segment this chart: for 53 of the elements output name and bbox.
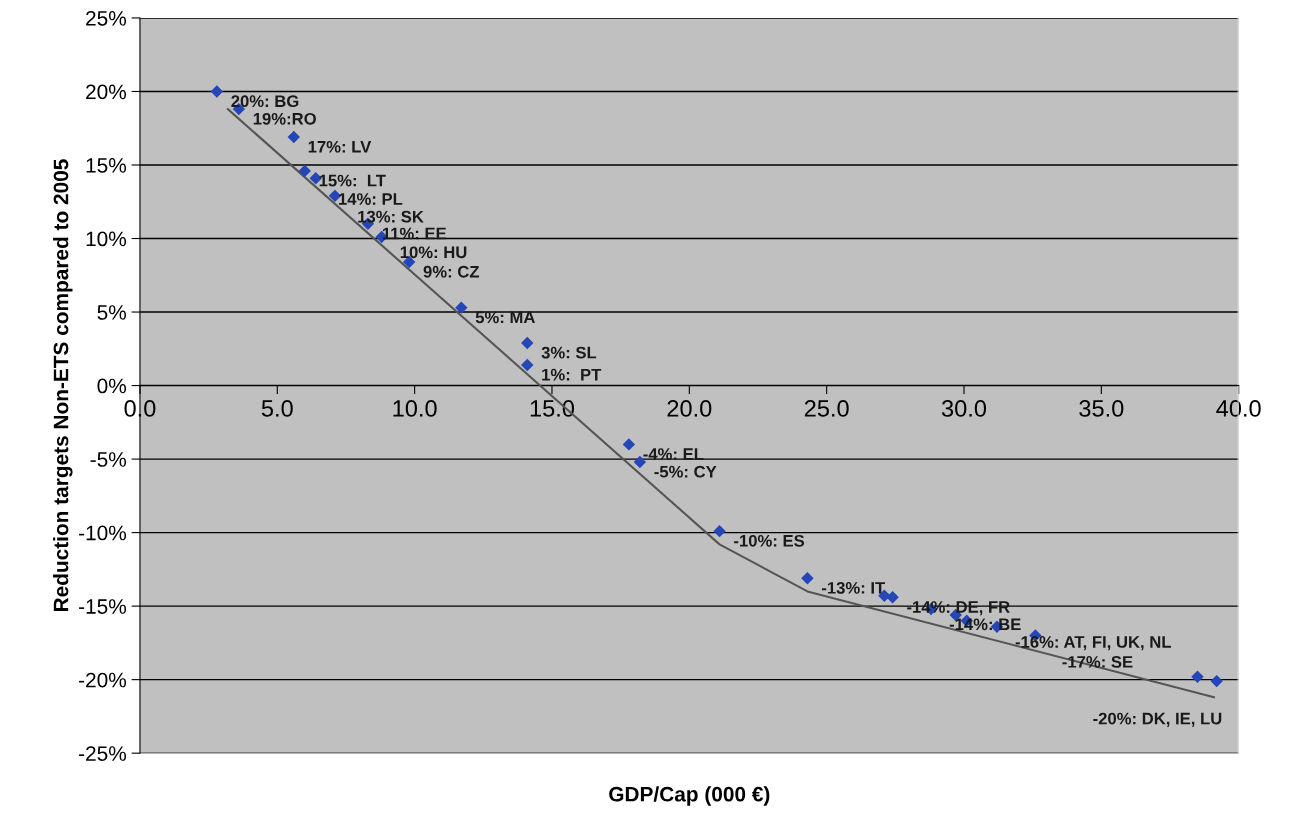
annotation: 11%: EE [382, 227, 447, 240]
y-tick-label: -25% [79, 746, 127, 761]
annotation: 19%:RO [253, 112, 316, 125]
point [886, 591, 899, 604]
annotation: 3%: SL [541, 346, 597, 359]
x-tick-label: 20.0 [667, 400, 712, 417]
point [287, 130, 300, 144]
y-tick-label: -5% [90, 452, 127, 467]
annotation: -10%: ES [734, 534, 805, 547]
annotation: 13%: SK [358, 210, 424, 223]
y-tick-label: 5% [97, 305, 127, 320]
annotation: -5%: CY [654, 465, 717, 478]
point [1191, 670, 1204, 683]
point [455, 301, 468, 314]
x-tick-label: 0.0 [124, 400, 156, 417]
y-tick-label: 15% [86, 158, 127, 173]
x-tick-label: 5.0 [261, 400, 293, 417]
y-tick-label: 10% [86, 231, 127, 247]
annotation: 20%: BG [231, 95, 299, 108]
point [521, 358, 534, 372]
annotation: 9%: CZ [423, 265, 480, 278]
annotation: 14%: PL [339, 193, 403, 205]
x-tick-label: 35.0 [1079, 400, 1124, 417]
y-tick-label: -15% [79, 599, 127, 614]
y-tick-label: -20% [79, 672, 127, 688]
annotation: -4%: EL [643, 448, 704, 460]
point [298, 164, 311, 178]
x-tick-label: 25.0 [804, 400, 849, 417]
line-series [226, 108, 1215, 699]
y-axis-title: Reduction targets Non-ETS compared to 2005 [53, 159, 73, 612]
annotation: -16%: AT, FI, UK, NL [1015, 636, 1171, 651]
annotation: 1%: PT [542, 368, 602, 381]
x-tick-label: 30.0 [941, 400, 987, 417]
y-tick-label: 25% [86, 10, 127, 26]
y-tick-label: 20% [86, 84, 127, 100]
annotation: 15%: LT [319, 174, 386, 187]
point [713, 524, 726, 538]
x-tick-label: 10.0 [393, 400, 437, 417]
x-tick-label: 40.0 [1216, 400, 1261, 417]
annotation: 17%: LV [308, 140, 372, 153]
annotation: -14%: BE [949, 618, 1021, 631]
point [521, 336, 534, 350]
y-tick-label: -10% [79, 525, 127, 541]
annotation: -13%: IT [821, 581, 886, 594]
x-axis-title: GDP/Cap (000 €) [609, 786, 770, 806]
annotation: 5%: MA [475, 311, 535, 324]
y-tick-label: 0% [97, 378, 127, 394]
annotation: -20%: DK, IE, LU [1093, 712, 1222, 727]
point [1210, 674, 1223, 688]
annotation: 10%: HU [400, 246, 467, 259]
point [622, 438, 636, 451]
point [210, 85, 224, 98]
point [801, 571, 814, 585]
